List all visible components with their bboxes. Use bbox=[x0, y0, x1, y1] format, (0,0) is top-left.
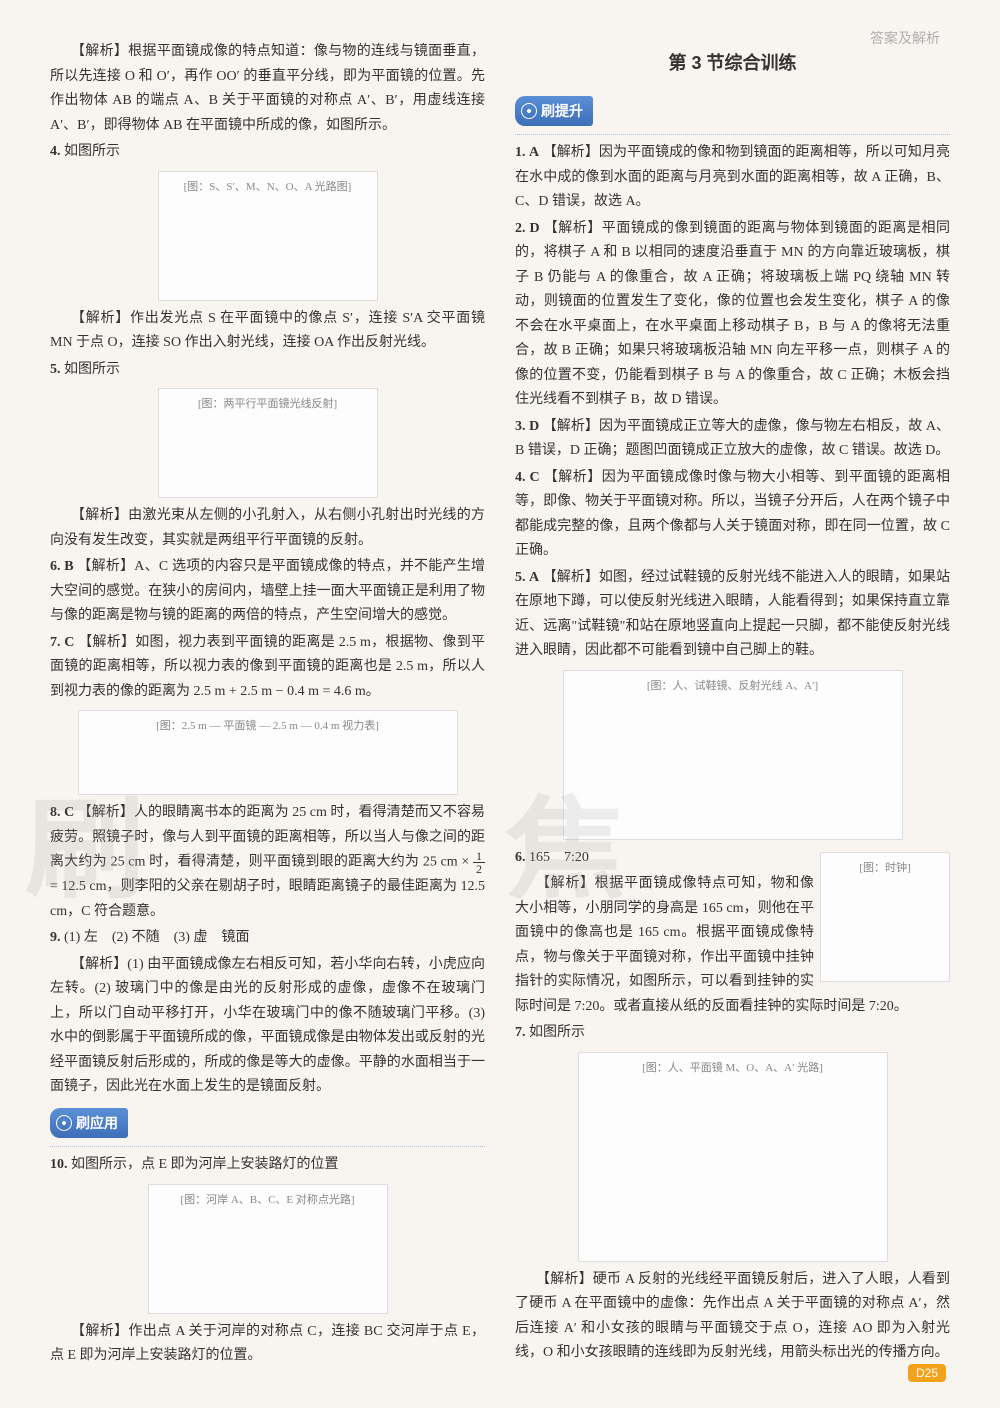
badge-application: 刷应用 bbox=[50, 1108, 128, 1139]
r-q6-block: [图：时钟] 6. 165 7:20 【解析】根据平面镜成像特点可知，物和像大小… bbox=[515, 846, 950, 1022]
r-q5-analysis: 【解析】如图，经过试鞋镜的反射光线不能进入人的眼睛，如果站在原地下蹲，可以使反射… bbox=[515, 570, 950, 659]
analysis-intro: 【解析】根据平面镜成像的特点知道：像与物的连线与镜面垂直，所以先连接 O 和 O… bbox=[50, 40, 485, 138]
r-q5-label: 5. bbox=[515, 570, 526, 585]
q10-text: 如图所示，点 E 即为河岸上安装路灯的位置 bbox=[71, 1157, 339, 1172]
frac-den: 2 bbox=[473, 863, 485, 875]
r-q2: 2. D 【解析】平面镜成的像到镜面的距离与物体到镜面的距离是相同的，将棋子 A… bbox=[515, 217, 950, 413]
q8-analysis-a: 【解析】人的眼睛离书本的距离为 25 cm 时，看得清楚而又不容易疲劳。照镜子时… bbox=[50, 805, 485, 870]
section-title: 第 3 节综合训练 bbox=[515, 48, 950, 80]
q4-label: 4. bbox=[50, 144, 61, 159]
r-q1-answer: A bbox=[529, 145, 539, 160]
q8-analysis-b: = 12.5 cm，则李阳的父亲在剔胡子时，眼睛距离镜子的最佳距离为 12.5 … bbox=[50, 879, 485, 919]
r-q3-analysis: 【解析】因为平面镜成正立等大的虚像，像与物左右相反，故 A、B 错误，D 正确；… bbox=[515, 419, 950, 459]
badge-upgrade: 刷提升 bbox=[515, 96, 593, 127]
r-q2-answer: D bbox=[530, 221, 540, 236]
q5-analysis: 【解析】由激光束从左侧的小孔射入，从右侧小孔射出时光线的方向没有发生改变，其实就… bbox=[50, 504, 485, 553]
q4: 4. 如图所示 bbox=[50, 140, 485, 165]
r-q5: 5. A 【解析】如图，经过试鞋镜的反射光线不能进入人的眼睛，如果站在原地下蹲，… bbox=[515, 566, 950, 664]
q8: 8. C 【解析】人的眼睛离书本的距离为 25 cm 时，看得清楚而又不容易疲劳… bbox=[50, 801, 485, 924]
q6-label: 6. bbox=[50, 559, 61, 574]
q10: 10. 如图所示，点 E 即为河岸上安装路灯的位置 bbox=[50, 1153, 485, 1178]
r-q4: 4. C 【解析】因为平面镜成像时像与物大小相等、到平面镜的距离相等，即像、物关… bbox=[515, 466, 950, 564]
r-q6-label: 6. bbox=[515, 850, 526, 865]
figure-mirror-2: [图：两平行平面镜光线反射] bbox=[158, 388, 378, 498]
r-q4-label: 4. bbox=[515, 470, 526, 485]
q5: 5. 如图所示 bbox=[50, 358, 485, 383]
r-q1: 1. A 【解析】因为平面镜成的像和物到镜面的距离相等，所以可知月亮在水中成的像… bbox=[515, 141, 950, 215]
q4-text: 如图所示 bbox=[64, 144, 120, 159]
fraction-half: 1 2 bbox=[473, 850, 485, 875]
figure-clock: [图：时钟] bbox=[820, 852, 950, 982]
r-q6-text: 165 7:20 bbox=[529, 850, 589, 865]
page-number-badge: D25 bbox=[908, 1364, 946, 1382]
figure-mirror-1: [图：S、S′、M、N、O、A 光路图] bbox=[158, 171, 378, 301]
r-q2-label: 2. bbox=[515, 221, 526, 236]
r-q2-analysis: 【解析】平面镜成的像到镜面的距离与物体到镜面的距离是相同的，将棋子 A 和 B … bbox=[515, 221, 950, 408]
badge-application-text: 刷应用 bbox=[76, 1111, 118, 1136]
header-breadcrumb: 答案及解析 bbox=[870, 28, 940, 48]
q9: 9. (1) 左 (2) 不随 (3) 虚 镜面 bbox=[50, 926, 485, 951]
r-q7: 7. 如图所示 bbox=[515, 1021, 950, 1046]
r-q7-label: 7. bbox=[515, 1025, 526, 1040]
q6: 6. B 【解析】A、C 选项的内容只是平面镜成像的特点，并不能产生增大空间的感… bbox=[50, 555, 485, 629]
q7-answer: C bbox=[64, 635, 74, 650]
q10-label: 10. bbox=[50, 1157, 68, 1172]
r-q7-analysis: 【解析】硬币 A 反射的光线经平面镜反射后，进入了人眼，人看到了硬币 A 在平面… bbox=[515, 1268, 950, 1366]
q7: 7. C 【解析】如图，视力表到平面镜的距离是 2.5 m，根据物、像到平面镜的… bbox=[50, 631, 485, 705]
q9-analysis: 【解析】(1) 由平面镜成像左右相反可知，若小华向右转，小虎应向左转。(2) 玻… bbox=[50, 953, 485, 1100]
figure-person-mirror: [图：人、平面镜 M、O、A、A′ 光路] bbox=[578, 1052, 888, 1262]
left-column: 【解析】根据平面镜成像的特点知道：像与物的连线与镜面垂直，所以先连接 O 和 O… bbox=[50, 40, 485, 1340]
r-q4-analysis: 【解析】因为平面镜成像时像与物大小相等、到平面镜的距离相等，即像、物关于平面镜对… bbox=[515, 470, 950, 559]
q5-label: 5. bbox=[50, 362, 61, 377]
r-q3-label: 3. bbox=[515, 419, 526, 434]
q7-label: 7. bbox=[50, 635, 61, 650]
q8-label: 8. bbox=[50, 805, 61, 820]
q6-analysis: 【解析】A、C 选项的内容只是平面镜成像的特点，并不能产生增大空间的感觉。在狭小… bbox=[50, 559, 485, 623]
r-q1-label: 1. bbox=[515, 145, 526, 160]
q5-text: 如图所示 bbox=[64, 362, 120, 377]
q9-label: 9. bbox=[50, 930, 61, 945]
q7-analysis: 【解析】如图，视力表到平面镜的距离是 2.5 m，根据物、像到平面镜的距离相等，… bbox=[50, 635, 485, 699]
q6-answer: B bbox=[64, 559, 73, 574]
figure-shoe-mirror: [图：人、试鞋镜、反射光线 A、A′] bbox=[563, 670, 903, 840]
r-q4-answer: C bbox=[530, 470, 540, 485]
page-columns: 【解析】根据平面镜成像的特点知道：像与物的连线与镜面垂直，所以先连接 O 和 O… bbox=[50, 40, 950, 1340]
right-column: 第 3 节综合训练 刷提升 1. A 【解析】因为平面镜成的像和物到镜面的距离相… bbox=[515, 40, 950, 1340]
badge-upgrade-text: 刷提升 bbox=[541, 99, 583, 124]
r-q7-text: 如图所示 bbox=[529, 1025, 585, 1040]
q10-analysis: 【解析】作出点 A 关于河岸的对称点 C，连接 BC 交河岸于点 E，点 E 即… bbox=[50, 1320, 485, 1369]
q4-analysis: 【解析】作出发光点 S 在平面镜中的像点 S′，连接 S′A 交平面镜 MN 于… bbox=[50, 307, 485, 356]
r-q3-answer: D bbox=[529, 419, 539, 434]
r-q1-analysis: 【解析】因为平面镜成的像和物到镜面的距离相等，所以可知月亮在水中成的像到水面的距… bbox=[515, 145, 950, 209]
figure-eyechart: [图：2.5 m — 平面镜 — 2.5 m — 0.4 m 视力表] bbox=[78, 710, 458, 795]
divider bbox=[50, 1146, 485, 1147]
r-q3: 3. D 【解析】因为平面镜成正立等大的虚像，像与物左右相反，故 A、B 错误，… bbox=[515, 415, 950, 464]
figure-river: [图：河岸 A、B、C、E 对称点光路] bbox=[148, 1184, 388, 1314]
q8-answer: C bbox=[64, 805, 74, 820]
q9-text: (1) 左 (2) 不随 (3) 虚 镜面 bbox=[64, 930, 249, 945]
divider-2 bbox=[515, 134, 950, 135]
r-q5-answer: A bbox=[529, 570, 539, 585]
